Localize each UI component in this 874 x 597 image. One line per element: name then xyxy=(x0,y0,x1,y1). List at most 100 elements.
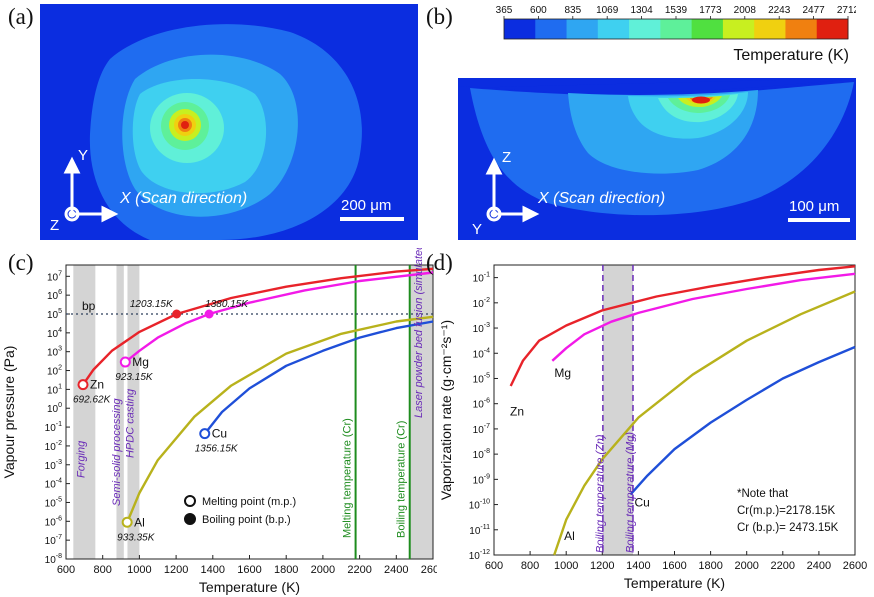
series-line-al xyxy=(126,315,434,523)
series-name-label: Zn xyxy=(510,405,524,419)
note-text: *Note that xyxy=(737,488,789,500)
series-line-zn xyxy=(82,267,434,386)
note-text: Cr(m.p.)=2178.15K xyxy=(737,505,835,517)
boiling-point-marker xyxy=(204,309,214,319)
x-tick-label: 1800 xyxy=(274,564,298,576)
melting-point-marker xyxy=(199,428,211,440)
x-tick-label: 2600 xyxy=(421,564,437,576)
marker-temperature-label: 1380.15K xyxy=(205,299,249,310)
y-tick-label: 10-2 xyxy=(473,297,490,310)
y-tick-label: 100 xyxy=(47,402,62,415)
x-tick-label: 800 xyxy=(521,560,539,572)
vertical-line-label: Boiling temperature (Zn) xyxy=(595,434,607,553)
shaded-region xyxy=(602,265,633,555)
y-tick-label: 10-6 xyxy=(45,515,62,528)
series-name-label: Mg xyxy=(132,355,149,369)
y-tick-label: 101 xyxy=(47,383,62,396)
scalebar-label-a: 200 μm xyxy=(341,197,391,214)
y-axis-label: Vaporization rate (g·cm⁻²s⁻¹) xyxy=(438,320,454,500)
region-label: Laser powder bed fusion (simulated) xyxy=(413,248,425,418)
y-tick-label: 10-5 xyxy=(45,496,62,509)
y-tick-label: 102 xyxy=(47,365,62,378)
x-tick-label: 1400 xyxy=(201,564,225,576)
y-tick-label: 10-9 xyxy=(473,473,490,486)
colorbar-swatch xyxy=(504,19,536,39)
marker-temperature-label: 1203.15K xyxy=(130,299,174,310)
note-text: Cr (b.p.)= 2473.15K xyxy=(737,522,839,534)
y-tick-label: 10-12 xyxy=(469,549,490,562)
temperature-colorbar: 365 600 835 1069 1304 1539 1773 2008 2243 2477 271… xyxy=(496,5,856,64)
y-tick-label: 10-3 xyxy=(473,322,490,335)
colorbar-swatch xyxy=(785,19,818,39)
panel-label-b: (b) xyxy=(426,4,453,29)
y-tick-label: 10-8 xyxy=(45,553,62,566)
colorbar-tick-label: 1304 xyxy=(630,5,653,16)
x-tick-label: 2000 xyxy=(311,564,335,576)
x-tick-label: 1000 xyxy=(127,564,151,576)
marker-temperature-label: 1356.15K xyxy=(195,444,239,455)
x-tick-label: 1600 xyxy=(237,564,261,576)
series-name-label: Cu xyxy=(212,427,227,441)
series-line-cu xyxy=(629,345,856,496)
axis-triad-b xyxy=(485,157,540,223)
x-tick-label: 1200 xyxy=(164,564,188,576)
x-tick-label: 1800 xyxy=(698,560,722,572)
colorbar-swatch xyxy=(566,19,599,39)
y-tick-label: 10-1 xyxy=(45,421,62,434)
legend-marker xyxy=(184,495,196,507)
series-name-label: Mg xyxy=(554,366,571,380)
colorbar-tick-label: 2712 xyxy=(837,5,856,16)
y-tick-label: 105 xyxy=(47,308,62,321)
shaded-region xyxy=(73,265,96,559)
melt-pool-top-view: Y Z X (Scan direction) 200 μm xyxy=(40,4,418,240)
series-line-al xyxy=(553,290,856,556)
marker-temperature-label: 923.15K xyxy=(115,372,154,383)
x-tick-label: 1400 xyxy=(626,560,650,572)
shaded-region xyxy=(116,265,124,559)
colorbar-tick-label: 2243 xyxy=(768,5,791,16)
melt-pool-cross-section: Z Y X (Scan direction) 100 μm xyxy=(458,78,856,240)
panel-label-a: (a) xyxy=(8,4,34,29)
series-name-label: Zn xyxy=(90,378,104,392)
colorbar-tick-label: 1773 xyxy=(699,5,722,16)
x-axis-label: Temperature (K) xyxy=(624,575,725,591)
colorbar-swatch xyxy=(754,19,786,39)
axis-label-y-a: Y xyxy=(78,147,88,164)
scan-direction-b: X (Scan direction) xyxy=(537,190,665,207)
colorbar-title: Temperature (K) xyxy=(733,47,849,64)
colorbar-swatch xyxy=(660,19,693,39)
boiling-point-marker xyxy=(172,309,182,319)
series-name-label: Cu xyxy=(634,495,649,509)
panel-label-c: (c) xyxy=(8,250,34,275)
region-label: Forging xyxy=(75,440,87,478)
colorbar-tick-label: 1539 xyxy=(665,5,688,16)
x-tick-label: 2400 xyxy=(384,564,408,576)
y-tick-label: 10-6 xyxy=(473,398,490,411)
axis-label-y-b: Y xyxy=(472,221,482,238)
axis-label-z-b: Z xyxy=(502,149,511,166)
y-tick-label: 10-4 xyxy=(45,478,62,491)
melting-point-marker xyxy=(119,356,131,368)
shaded-region xyxy=(127,265,140,559)
y-tick-label: 10-7 xyxy=(45,534,62,547)
colorbar-swatch xyxy=(722,19,755,39)
x-tick-label: 800 xyxy=(94,564,112,576)
colorbar-swatch xyxy=(535,19,568,39)
colorbar-tick-label: 600 xyxy=(530,5,547,16)
colorbar-swatch xyxy=(691,19,724,39)
colorbar-tick-label: 2008 xyxy=(734,5,757,16)
series-name-label: Al xyxy=(134,515,145,529)
x-tick-label: 1600 xyxy=(662,560,686,572)
region-label: Semi-solid processing xyxy=(111,398,123,506)
x-tick-label: 2400 xyxy=(807,560,831,572)
x-tick-label: 2200 xyxy=(347,564,371,576)
y-tick-label: 10-5 xyxy=(473,372,490,385)
y-tick-label: 10-7 xyxy=(473,423,490,436)
colorbar-tick-label: 365 xyxy=(496,5,513,16)
x-tick-label: 600 xyxy=(485,560,503,572)
colorbar-swatch xyxy=(816,19,849,39)
y-tick-label: 106 xyxy=(47,289,62,302)
x-tick-label: 2200 xyxy=(771,560,795,572)
vertical-line-label: Boiling temperature (Mg) xyxy=(624,432,636,553)
y-tick-label: 10-2 xyxy=(45,440,62,453)
